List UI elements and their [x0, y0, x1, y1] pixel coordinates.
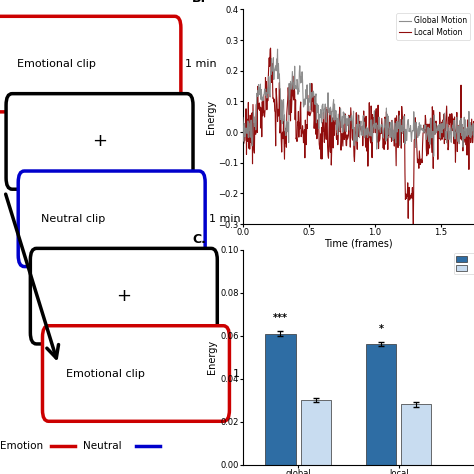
FancyBboxPatch shape: [30, 248, 217, 344]
Bar: [401, 404, 431, 465]
Line: Global Motion: Global Motion: [243, 49, 474, 156]
Y-axis label: Energy: Energy: [206, 100, 216, 134]
Local Motion: [268, 46, 273, 51]
FancyBboxPatch shape: [43, 326, 229, 421]
Text: B.: B.: [192, 0, 206, 5]
Text: +: +: [92, 132, 107, 150]
Text: Emotion: Emotion: [0, 441, 43, 451]
Local Motion: [240, 130, 246, 136]
FancyBboxPatch shape: [0, 16, 181, 112]
Global Motion: [466, 130, 472, 136]
Bar: [366, 344, 396, 465]
Global Motion: [352, 125, 357, 130]
Global Motion: [430, 128, 436, 134]
Global Motion: [471, 132, 474, 138]
Bar: [265, 334, 296, 465]
Global Motion: [275, 46, 281, 52]
Global Motion: [431, 154, 437, 159]
Y-axis label: Energy: Energy: [207, 340, 218, 374]
Text: Emotional clip: Emotional clip: [17, 59, 96, 69]
Text: *: *: [379, 324, 383, 334]
Local Motion: [410, 222, 416, 228]
Legend: , : ,: [454, 253, 474, 274]
Local Motion: [350, 127, 356, 132]
Global Motion: [365, 127, 371, 133]
Local Motion: [471, 129, 474, 135]
X-axis label: Time (frames): Time (frames): [324, 239, 392, 249]
Text: ***: ***: [273, 313, 288, 323]
Local Motion: [365, 136, 371, 142]
Text: +: +: [116, 287, 131, 305]
Global Motion: [378, 123, 384, 129]
Text: C.: C.: [192, 233, 206, 246]
FancyBboxPatch shape: [18, 171, 205, 266]
Text: Neutral: Neutral: [82, 441, 121, 451]
Line: Local Motion: Local Motion: [243, 48, 474, 225]
Local Motion: [378, 126, 384, 131]
Bar: [301, 400, 331, 465]
Global Motion: [240, 115, 246, 120]
Text: 1 min: 1 min: [184, 59, 216, 69]
FancyBboxPatch shape: [6, 94, 193, 189]
Text: 1 min: 1 min: [209, 214, 240, 224]
Local Motion: [352, 159, 357, 164]
Text: Emotional clip: Emotional clip: [65, 368, 145, 379]
Text: 1 min: 1 min: [233, 368, 264, 379]
Global Motion: [350, 123, 356, 129]
Local Motion: [466, 135, 472, 140]
Local Motion: [430, 165, 436, 171]
Legend: Global Motion, Local Motion: Global Motion, Local Motion: [396, 13, 470, 40]
Text: Neutral clip: Neutral clip: [41, 214, 106, 224]
